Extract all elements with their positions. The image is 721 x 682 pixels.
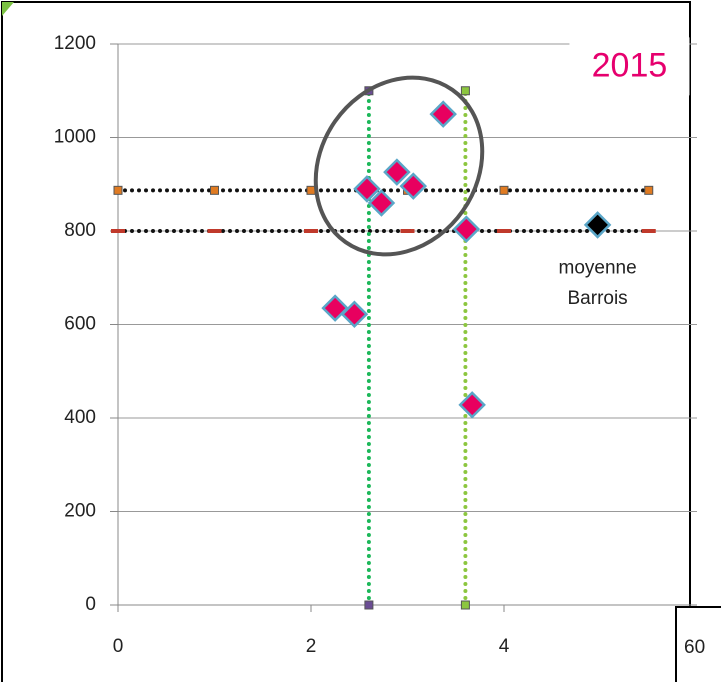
dash-marker [111,229,125,233]
diamond-point [458,391,486,419]
chart-frame [1,1,691,682]
dash-marker [497,229,511,233]
y-tick-label: 200 [64,501,96,522]
y-tick-label: 400 [64,407,96,428]
dash-marker [400,229,415,233]
y-tick-label: 600 [64,314,96,335]
annotation: moyenne [559,257,637,278]
y-tick-label: 1200 [54,33,96,54]
diamond-point [383,158,411,186]
highlight-ellipse [313,75,485,257]
y-tick-label: 1000 [54,127,96,148]
square-marker [306,185,316,195]
square-marker [499,185,509,195]
x-tick-label: 2 [306,636,317,657]
x-tick-label: 4 [499,636,510,657]
y-tick-label: 0 [85,594,96,615]
diamond-point [367,189,396,217]
dash-marker [641,229,656,233]
dash-marker [304,229,318,233]
square-marker [460,600,470,610]
corner-mark [2,2,14,16]
square-marker [113,185,123,195]
corner-label: 60 [684,637,705,658]
annotation: Barrois [568,288,628,309]
year-label: 2015 [592,46,668,84]
title-box [569,37,690,96]
y-tick-label: 800 [64,220,96,241]
square-marker [364,600,374,610]
diamond-point [583,211,612,239]
plot-area: 0 200 400 600 800 1000 1200 0 2 4 2015 moyenne Barro… [54,33,697,657]
diamond-point [429,100,457,128]
diamond-point [399,172,428,200]
square-marker [210,185,219,195]
diamond-point [452,215,481,243]
diamond-point [340,300,369,328]
square-marker [460,86,470,96]
diamond-point [353,175,381,203]
corner-box [675,606,721,682]
square-marker [644,185,654,195]
dash-marker [207,229,222,233]
x-tick-label: 0 [113,636,124,657]
